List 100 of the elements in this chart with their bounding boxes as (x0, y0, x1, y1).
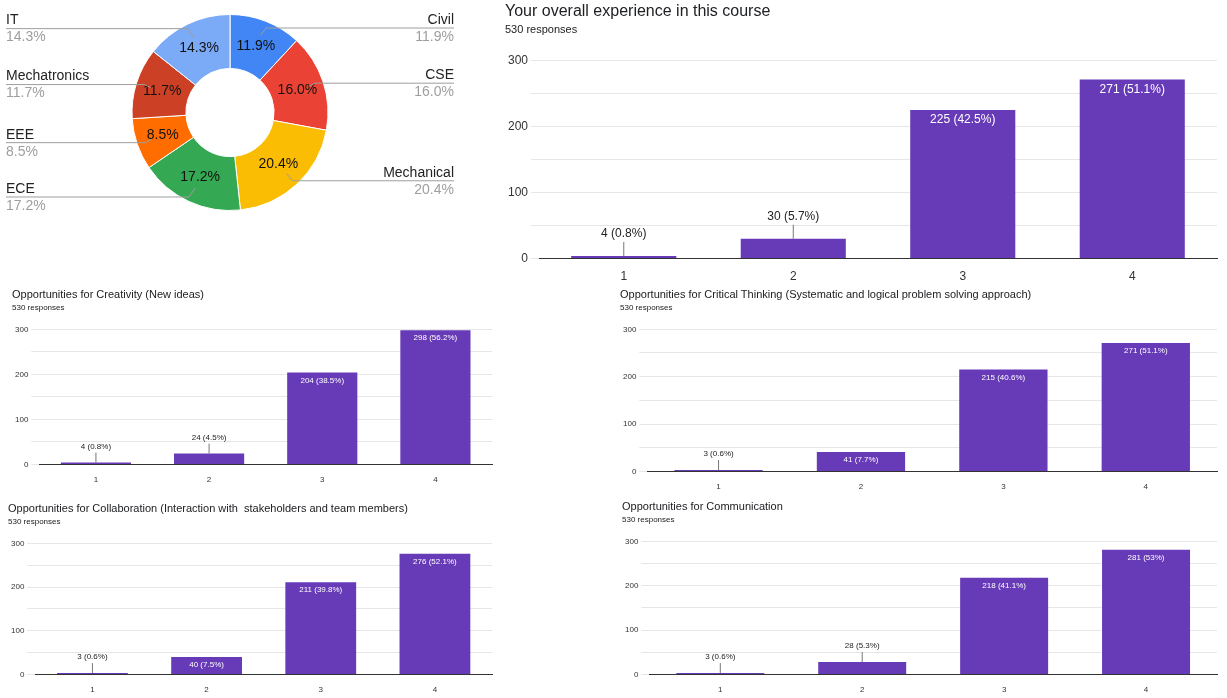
bar (571, 255, 677, 259)
y-tick-label: 200 (507, 118, 529, 133)
bar (285, 582, 357, 674)
data-label: 17.2% (180, 167, 220, 184)
y-tick-label: 300 (10, 538, 25, 548)
y-tick-label: 200 (14, 369, 29, 379)
text: 20.4% (414, 180, 454, 197)
data-label: 204 (38.5%) (300, 375, 345, 385)
y-tick-label: 200 (10, 582, 25, 592)
text: 14.3% (6, 28, 46, 45)
bar (399, 553, 471, 674)
slice-label: Civil (427, 10, 454, 27)
x-tick-label: 2 (204, 685, 210, 695)
x-tick-label: 4 (433, 475, 439, 485)
x-tick-label: 1 (716, 482, 722, 492)
y-tick-label: 0 (633, 669, 639, 679)
data-label: 3 (0.6%) (705, 652, 736, 662)
data-label: 41 (7.7%) (843, 455, 879, 465)
data-label: 3 (0.6%) (703, 449, 735, 459)
x-tick-label: 4 (1128, 269, 1136, 284)
data-label: 28 (5.3%) (844, 641, 880, 651)
data-label: 8.5% (146, 126, 179, 143)
x-tick-label: 1 (620, 269, 628, 284)
x-tick-label: 2 (858, 482, 864, 492)
x-tick-label: 1 (93, 475, 99, 485)
data-label: 24 (4.5%) (191, 432, 227, 442)
bar (171, 656, 242, 674)
x-tick-label: 3 (318, 685, 324, 695)
text: 16.0% (414, 83, 454, 100)
bar (1101, 343, 1190, 471)
data-label: 271 (51.1%) (1099, 81, 1165, 96)
text: 8.5% (6, 142, 38, 159)
x-tick-label: 2 (859, 685, 865, 695)
bar (1079, 79, 1185, 259)
data-label: 225 (42.5%) (930, 112, 996, 127)
chart-subtitle: 530 responses (505, 22, 578, 35)
slice-label: Mechatronics (6, 67, 90, 84)
data-label: 211 (39.8%) (299, 585, 343, 595)
y-tick-label: 100 (622, 419, 637, 429)
bar (816, 451, 906, 471)
data-label: 20.4% (258, 155, 299, 172)
bar (910, 109, 1016, 259)
x-tick-label: 3 (1001, 685, 1007, 695)
x-tick-label: 2 (206, 475, 212, 485)
chart-subtitle: 530 responses (8, 517, 61, 527)
data-label: 298 (56.2%) (413, 333, 458, 343)
chart-subtitle: 530 responses (622, 515, 675, 525)
data-label: 16.0% (277, 80, 318, 97)
x-tick-label: 4 (1143, 685, 1149, 695)
data-label: 4 (0.8%) (80, 441, 112, 451)
y-tick-label: 100 (14, 414, 29, 424)
data-label: 40 (7.5%) (189, 660, 225, 670)
y-tick-label: 100 (624, 625, 639, 635)
chart-subtitle: 530 responses (12, 303, 65, 313)
y-tick-label: 0 (19, 669, 25, 679)
bar (818, 661, 907, 674)
x-tick-label: 3 (959, 269, 967, 284)
data-label: 281 (53%) (1127, 552, 1165, 562)
data-label: 3 (0.6%) (77, 652, 108, 662)
data-label: 30 (5.7%) (767, 209, 820, 224)
slice-label: ECE (6, 179, 35, 196)
bar (287, 372, 358, 464)
x-tick-label: 4 (432, 685, 438, 695)
x-tick-label: 2 (789, 269, 797, 284)
y-tick-label: 100 (10, 625, 25, 635)
text: 17.2% (6, 196, 46, 213)
chart-title: Your overall experience in this course (505, 2, 771, 20)
data-label: 276 (52.1%) (413, 556, 458, 566)
chart-title: Opportunities for Collaboration (Interaction with stakeholders and team members) (8, 501, 408, 514)
x-tick-label: 3 (320, 475, 326, 485)
bar (959, 369, 1048, 471)
y-tick-label: 300 (622, 324, 637, 334)
data-label: 14.3% (179, 39, 219, 56)
y-tick-label: 0 (631, 466, 637, 476)
chart-title: Opportunities for Creativity (New ideas) (12, 287, 204, 300)
data-label: 11.9% (236, 37, 276, 54)
y-tick-label: 0 (521, 250, 529, 265)
bar (1102, 549, 1191, 674)
y-tick-label: 100 (507, 184, 529, 199)
data-label: 271 (51.1%) (1124, 346, 1168, 356)
slice-label: Mechanical (383, 163, 454, 180)
bar (400, 330, 471, 464)
data-label: 4 (0.8%) (601, 226, 647, 241)
bar (960, 577, 1049, 674)
y-tick-label: 300 (624, 536, 639, 546)
text: 11.9% (415, 27, 454, 44)
text: 11.7% (6, 84, 45, 101)
x-tick-label: 1 (90, 685, 96, 695)
x-tick-label: 4 (1143, 482, 1149, 492)
y-tick-label: 0 (23, 459, 29, 469)
y-tick-label: 300 (507, 52, 529, 67)
x-tick-label: 1 (718, 685, 724, 695)
data-label: 11.7% (142, 82, 182, 99)
bar (174, 453, 245, 464)
data-label: 218 (41.1%) (982, 580, 1027, 590)
slice-label: IT (6, 11, 19, 28)
y-tick-label: 200 (622, 371, 637, 381)
chart-title: Opportunities for Critical Thinking (Systematic and logical problem solving approach) (620, 287, 1032, 300)
chart-subtitle: 530 responses (620, 303, 673, 313)
bar (740, 238, 846, 259)
